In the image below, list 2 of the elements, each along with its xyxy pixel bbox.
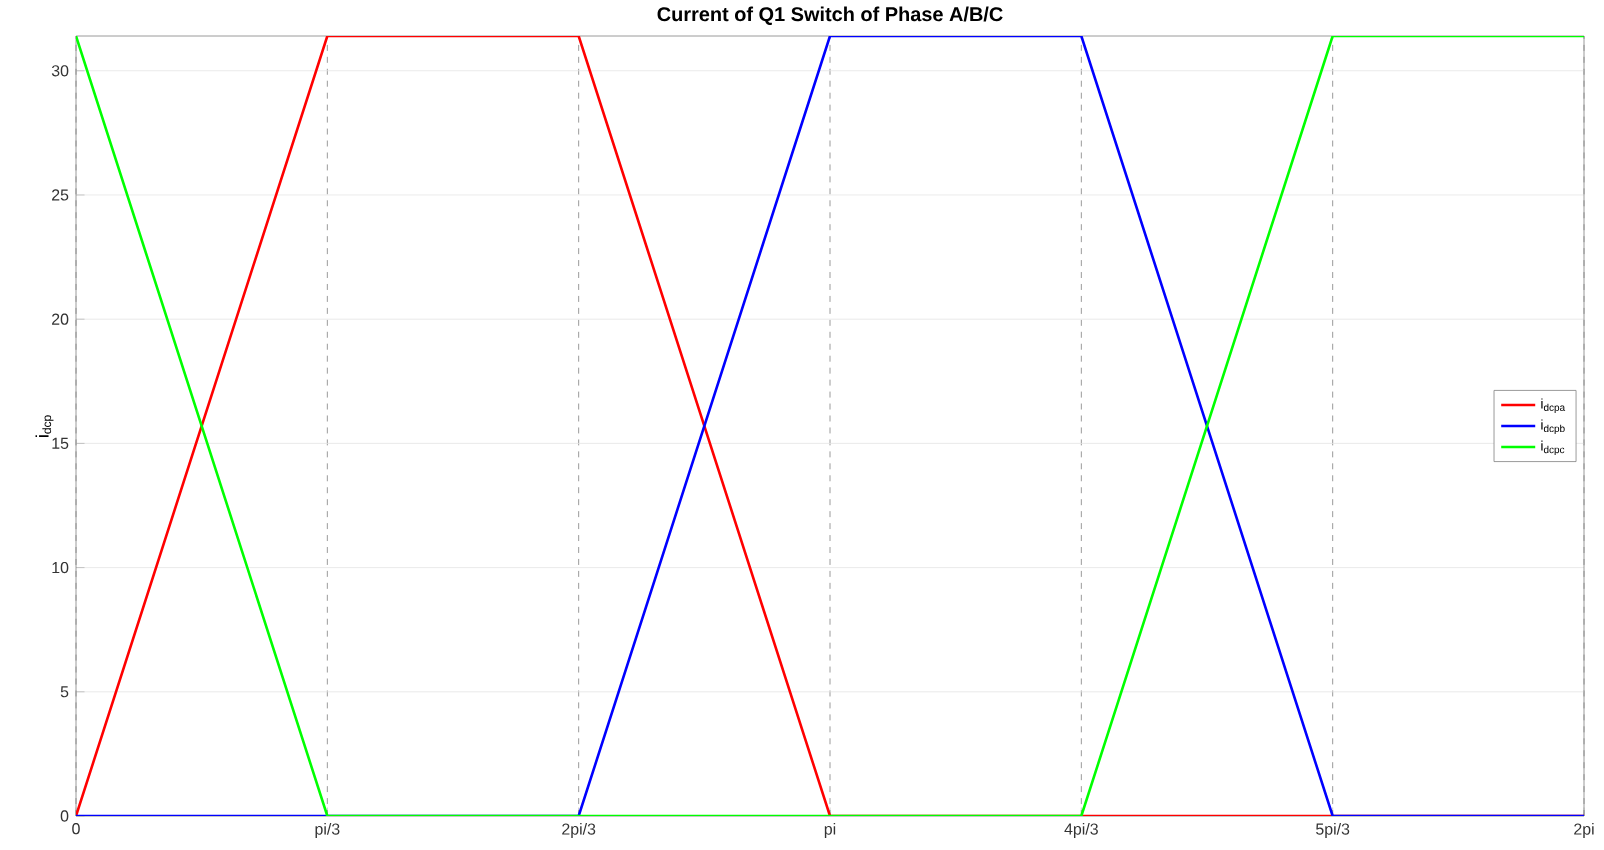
chart-title: Current of Q1 Switch of Phase A/B/C xyxy=(657,6,1003,25)
y-axis-title: i$_{dcp}$ xyxy=(35,415,54,437)
